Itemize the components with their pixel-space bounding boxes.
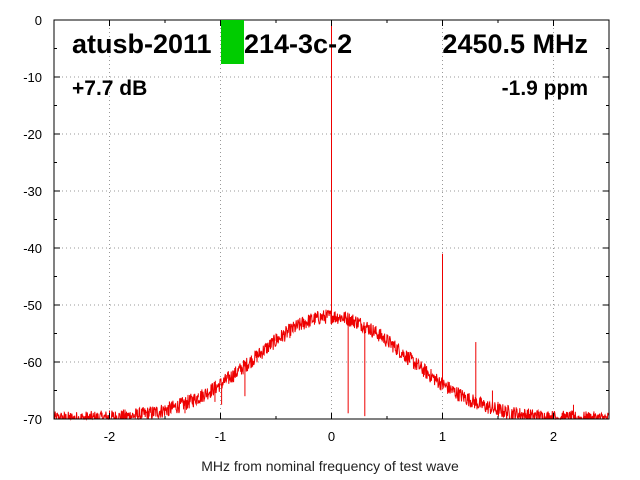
- frequency-label: 2450.5 MHz: [442, 29, 588, 59]
- device-label: atusb-2011: [72, 29, 212, 59]
- x-tick-label: 0: [328, 429, 335, 444]
- device-suffix-label: 214-3c-2: [244, 29, 352, 59]
- x-tick-label: -2: [104, 429, 116, 444]
- y-tick-label: -30: [23, 184, 42, 199]
- x-tick-label: 2: [550, 429, 557, 444]
- offset-label: -1.9 ppm: [502, 77, 588, 100]
- y-tick-label: -40: [23, 241, 42, 256]
- y-tick-label: 0: [35, 13, 42, 28]
- y-tick-label: -10: [23, 70, 42, 85]
- y-tick-label: -60: [23, 355, 42, 370]
- x-tick-label: -1: [215, 429, 227, 444]
- spectrum-trace: [53, 309, 610, 421]
- y-tick-label: -20: [23, 127, 42, 142]
- marker-block: [221, 20, 244, 64]
- x-axis-label: MHz from nominal frequency of test wave: [201, 458, 459, 474]
- y-tick-label: -70: [23, 412, 42, 427]
- x-axis: -2 -1 0 1 2: [53, 20, 610, 444]
- y-axis: 0 -10 -20 -30 -40 -50 -60 -70: [23, 13, 609, 427]
- y-tick-label: -50: [23, 298, 42, 313]
- x-tick-label: 1: [439, 429, 446, 444]
- gain-label: +7.7 dB: [72, 77, 147, 100]
